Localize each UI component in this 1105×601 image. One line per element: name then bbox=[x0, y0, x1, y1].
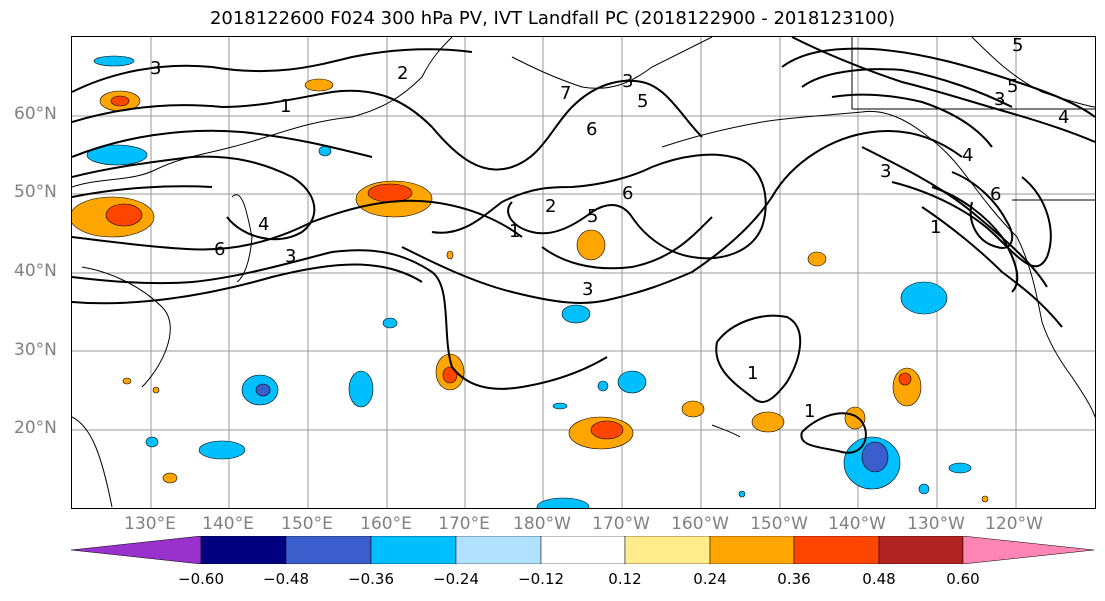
colorbar-segment bbox=[540, 536, 626, 564]
contour-labels: 3 2 1 7 6 5 4 2 1 3 6 5 3 1 1 3 4 5 6 3 … bbox=[150, 37, 1069, 422]
lat-label-40n: 40°N bbox=[14, 261, 57, 281]
lon-label-170w: 170°W bbox=[592, 514, 650, 534]
lon-label-160w: 160°W bbox=[671, 514, 729, 534]
contour-label: 3 bbox=[880, 161, 891, 182]
colorbar-segment bbox=[878, 536, 964, 564]
lat-label-50n: 50°N bbox=[14, 182, 57, 202]
contour-label: 5 bbox=[1007, 76, 1018, 97]
contour-label: 3 bbox=[285, 246, 296, 267]
colorbar-tick-label: 0.36 bbox=[777, 570, 811, 588]
lon-label-140e: 140°E bbox=[202, 514, 254, 534]
colorbar-tick-label: 0.48 bbox=[862, 570, 896, 588]
lon-label-170e: 170°E bbox=[438, 514, 490, 534]
colorbar-segment bbox=[370, 536, 457, 564]
lon-label-130w: 130°W bbox=[907, 514, 965, 534]
contour-label: 6 bbox=[586, 119, 597, 140]
lon-label-120w: 120°W bbox=[985, 514, 1043, 534]
contour-label: 3 bbox=[582, 279, 593, 300]
colorbar-segment bbox=[962, 536, 1094, 564]
colorbar-segment bbox=[455, 536, 542, 564]
colorbar bbox=[71, 536, 1094, 564]
colorbar-segment bbox=[200, 536, 287, 564]
contour-label: 2 bbox=[397, 63, 408, 84]
colorbar-segment bbox=[624, 536, 711, 564]
contour-label: 1 bbox=[804, 401, 815, 422]
contour-label: 5 bbox=[1012, 37, 1023, 56]
contour-label: 2 bbox=[545, 196, 556, 217]
map-panel: 3 2 1 7 6 5 4 2 1 3 6 5 3 1 1 3 4 5 6 3 … bbox=[71, 36, 1096, 509]
lat-label-30n: 30°N bbox=[14, 340, 57, 360]
lon-label-130e: 130°E bbox=[124, 514, 176, 534]
contour-label: 1 bbox=[280, 96, 291, 117]
colorbar-tick-label: −0.36 bbox=[348, 570, 394, 588]
contour-label: 6 bbox=[214, 239, 225, 260]
contour-label: 5 bbox=[587, 206, 598, 227]
contour-label: 4 bbox=[258, 214, 269, 235]
contour-label: 6 bbox=[622, 183, 633, 204]
lon-label-180w: 180°W bbox=[513, 514, 571, 534]
colorbar-tick-label: −0.48 bbox=[263, 570, 309, 588]
contour-label: 3 bbox=[994, 89, 1005, 110]
lon-label-150e: 150°E bbox=[281, 514, 333, 534]
contour-label: 4 bbox=[1058, 107, 1069, 128]
lon-label-150w: 150°W bbox=[750, 514, 808, 534]
colorbar-tick-label: −0.12 bbox=[518, 570, 564, 588]
lon-label-140w: 140°W bbox=[828, 514, 886, 534]
contour-label: 1 bbox=[747, 363, 758, 384]
map-canvas: 3 2 1 7 6 5 4 2 1 3 6 5 3 1 1 3 4 5 6 3 … bbox=[72, 37, 1095, 508]
colorbar-tick-label: 0.60 bbox=[946, 570, 980, 588]
contour-label: 5 bbox=[637, 91, 648, 112]
contour-label: 3 bbox=[150, 58, 161, 79]
contour-label: 4 bbox=[962, 145, 973, 166]
contour-label: 3 bbox=[622, 71, 633, 92]
lat-label-20n: 20°N bbox=[14, 418, 57, 438]
colorbar-tick-label: −0.24 bbox=[433, 570, 479, 588]
contour-label: 7 bbox=[560, 83, 571, 104]
pv-contours bbox=[72, 37, 1095, 454]
lat-label-60n: 60°N bbox=[14, 104, 57, 124]
colorbar-segment bbox=[793, 536, 880, 564]
contour-label: 1 bbox=[930, 217, 941, 238]
anomaly-fills bbox=[72, 55, 989, 508]
colorbar-tick-label: −0.60 bbox=[178, 570, 224, 588]
colorbar-segment bbox=[285, 536, 372, 564]
map-title: 2018122600 F024 300 hPa PV, IVT Landfall… bbox=[209, 8, 896, 29]
colorbar-segment bbox=[709, 536, 795, 564]
colorbar-tick-label: 0.24 bbox=[693, 570, 727, 588]
lon-label-160e: 160°E bbox=[360, 514, 412, 534]
contour-label: 6 bbox=[990, 184, 1001, 205]
contour-label: 1 bbox=[509, 221, 520, 242]
colorbar-tick-label: 0.12 bbox=[608, 570, 642, 588]
coastlines bbox=[72, 37, 1095, 508]
colorbar-segment bbox=[71, 536, 202, 564]
